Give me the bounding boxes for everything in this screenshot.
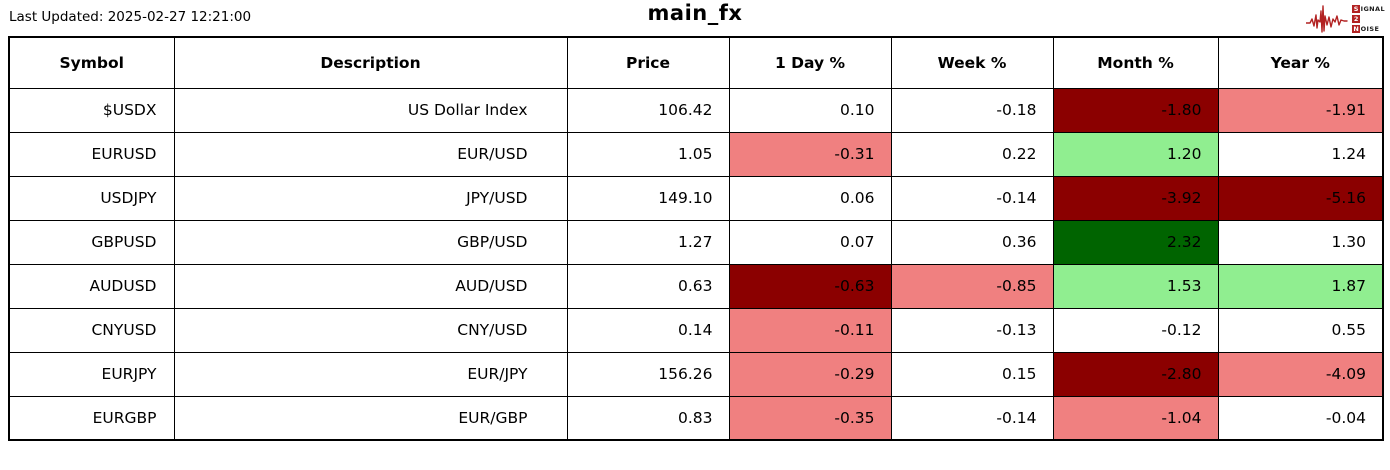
month-pct-cell: -1.80 <box>1052 87 1219 133</box>
symbol-cell: CNYUSD <box>8 307 175 353</box>
logo-noise-rest: OISE <box>1360 25 1380 33</box>
col-header-price: Price <box>566 36 730 89</box>
table-row-eurgbp: EURGBP EUR/GBP 0.83 -0.35 -0.14 -1.04 -0… <box>8 395 1384 441</box>
day-pct-cell: 0.07 <box>728 219 892 265</box>
logo-line-2: 2 <box>1352 15 1385 24</box>
price-cell: 1.27 <box>566 219 730 265</box>
description-cell: EUR/GBP <box>173 395 568 441</box>
month-pct-cell: 1.53 <box>1052 263 1219 309</box>
month-pct-cell: -3.92 <box>1052 175 1219 221</box>
logo-line-noise: N OISE <box>1352 25 1385 34</box>
price-cell: 106.42 <box>566 87 730 133</box>
year-pct-cell: -1.91 <box>1217 87 1384 133</box>
page-title: main_fx <box>647 1 743 25</box>
month-pct-cell: -0.12 <box>1052 307 1219 353</box>
logo-line-signal: S IGNAL <box>1352 5 1385 14</box>
last-updated-text: Last Updated: 2025-02-27 12:21:00 <box>9 9 252 25</box>
logo-letterbox-s: S <box>1352 5 1361 13</box>
waveform-icon <box>1306 5 1348 33</box>
logo-signal-rest: IGNAL <box>1360 5 1385 13</box>
year-pct-cell: 1.24 <box>1217 131 1384 177</box>
description-cell: EUR/USD <box>173 131 568 177</box>
year-pct-cell: -5.16 <box>1217 175 1384 221</box>
week-pct-cell: 0.36 <box>890 219 1054 265</box>
table-row-usdjpy: USDJPY JPY/USD 149.10 0.06 -0.14 -3.92 -… <box>8 175 1384 221</box>
week-pct-cell: -0.14 <box>890 395 1054 441</box>
week-pct-cell: 0.15 <box>890 351 1054 397</box>
header-row: Symbol Description Price 1 Day % Week % … <box>8 36 1384 89</box>
symbol-cell: GBPUSD <box>8 219 175 265</box>
day-pct-cell: -0.11 <box>728 307 892 353</box>
table-row-eurusd: EURUSD EUR/USD 1.05 -0.31 0.22 1.20 1.24 <box>8 131 1384 177</box>
day-pct-cell: -0.35 <box>728 395 892 441</box>
week-pct-cell: -0.14 <box>890 175 1054 221</box>
symbol-cell: AUDUSD <box>8 263 175 309</box>
day-pct-cell: 0.06 <box>728 175 892 221</box>
price-cell: 149.10 <box>566 175 730 221</box>
description-cell: US Dollar Index <box>173 87 568 133</box>
symbol-cell: EURGBP <box>8 395 175 441</box>
description-cell: JPY/USD <box>173 175 568 221</box>
week-pct-cell: -0.18 <box>890 87 1054 133</box>
day-pct-cell: -0.31 <box>728 131 892 177</box>
description-cell: EUR/JPY <box>173 351 568 397</box>
logo-text: S IGNAL 2 N OISE <box>1352 4 1385 34</box>
price-cell: 0.83 <box>566 395 730 441</box>
day-pct-cell: -0.63 <box>728 263 892 309</box>
year-pct-cell: 0.55 <box>1217 307 1384 353</box>
description-cell: AUD/USD <box>173 263 568 309</box>
table-row-eurjpy: EURJPY EUR/JPY 156.26 -0.29 0.15 -2.80 -… <box>8 351 1384 397</box>
week-pct-cell: 0.22 <box>890 131 1054 177</box>
table-row-usdx: $USDX US Dollar Index 106.42 0.10 -0.18 … <box>8 87 1384 133</box>
symbol-cell: $USDX <box>8 87 175 133</box>
fx-table: Symbol Description Price 1 Day % Week % … <box>8 36 1384 441</box>
month-pct-cell: -2.80 <box>1052 351 1219 397</box>
description-cell: CNY/USD <box>173 307 568 353</box>
week-pct-cell: -0.13 <box>890 307 1054 353</box>
month-pct-cell: 1.20 <box>1052 131 1219 177</box>
table-row-audusd: AUDUSD AUD/USD 0.63 -0.63 -0.85 1.53 1.8… <box>8 263 1384 309</box>
day-pct-cell: -0.29 <box>728 351 892 397</box>
col-header-week: Week % <box>890 36 1054 89</box>
year-pct-cell: 1.87 <box>1217 263 1384 309</box>
price-cell: 156.26 <box>566 351 730 397</box>
year-pct-cell: -4.09 <box>1217 351 1384 397</box>
price-cell: 1.05 <box>566 131 730 177</box>
logo-letterbox-n: N <box>1352 25 1361 33</box>
month-pct-cell: 2.32 <box>1052 219 1219 265</box>
price-cell: 0.14 <box>566 307 730 353</box>
symbol-cell: USDJPY <box>8 175 175 221</box>
col-header-symbol: Symbol <box>8 36 175 89</box>
day-pct-cell: 0.10 <box>728 87 892 133</box>
logo-letterbox-2: 2 <box>1352 15 1361 23</box>
description-cell: GBP/USD <box>173 219 568 265</box>
col-header-1day: 1 Day % <box>728 36 892 89</box>
table-row-cnyusd: CNYUSD CNY/USD 0.14 -0.11 -0.13 -0.12 0.… <box>8 307 1384 353</box>
col-header-description: Description <box>173 36 568 89</box>
symbol-cell: EURUSD <box>8 131 175 177</box>
year-pct-cell: -0.04 <box>1217 395 1384 441</box>
symbol-cell: EURJPY <box>8 351 175 397</box>
col-header-year: Year % <box>1217 36 1384 89</box>
week-pct-cell: -0.85 <box>890 263 1054 309</box>
col-header-month: Month % <box>1052 36 1219 89</box>
price-cell: 0.63 <box>566 263 730 309</box>
signal2noise-logo: S IGNAL 2 N OISE <box>1306 4 1385 34</box>
table-row-gbpusd: GBPUSD GBP/USD 1.27 0.07 0.36 2.32 1.30 <box>8 219 1384 265</box>
month-pct-cell: -1.04 <box>1052 395 1219 441</box>
year-pct-cell: 1.30 <box>1217 219 1384 265</box>
